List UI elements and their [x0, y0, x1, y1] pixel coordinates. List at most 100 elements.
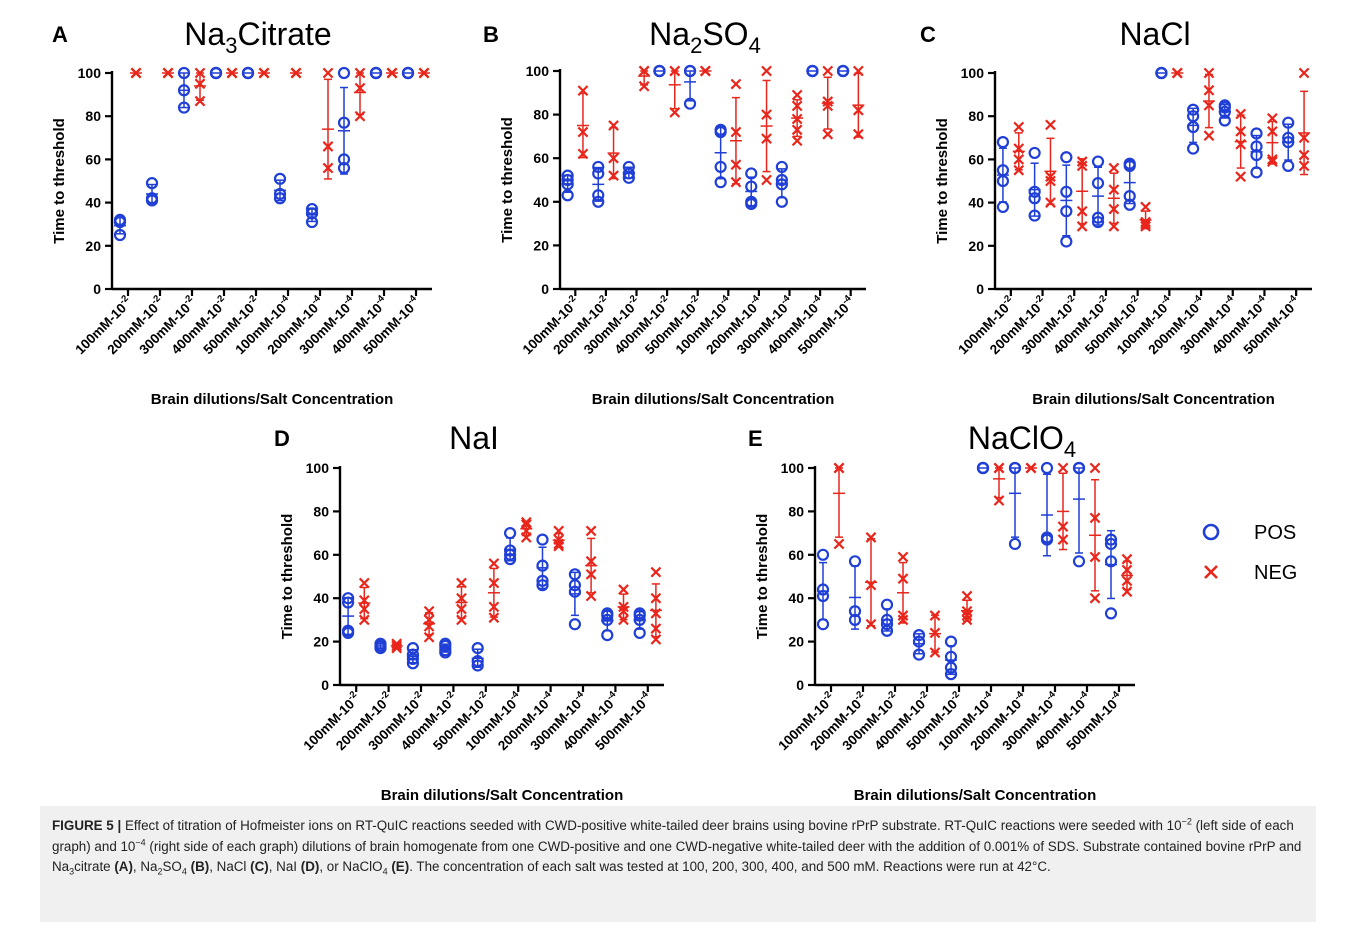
title-part: SO — [702, 16, 748, 52]
data-point-neg — [730, 176, 742, 188]
data-point-pos — [816, 618, 830, 631]
data-point-neg — [358, 603, 370, 615]
data-point-neg — [929, 647, 941, 658]
data-point-pos — [1060, 151, 1073, 164]
caption-segment: (left side of each graph) and 10 — [52, 818, 1294, 854]
data-point-neg — [577, 126, 589, 138]
data-point-pos — [439, 637, 452, 650]
data-point-neg — [1089, 551, 1101, 563]
data-point-pos — [880, 613, 894, 627]
data-point-neg — [1108, 162, 1120, 174]
data-point-neg — [608, 152, 619, 164]
data-point-neg — [488, 612, 500, 624]
panel-letter: B — [483, 22, 499, 47]
data-point-pos — [848, 605, 862, 618]
title-part: Na — [649, 16, 690, 52]
data-point-neg — [358, 594, 370, 606]
y-tick-label: 20 — [968, 238, 984, 254]
data-point-neg — [761, 65, 772, 77]
data-point-pos — [305, 215, 319, 229]
data-point-pos — [745, 180, 758, 193]
data-point-neg — [1121, 575, 1133, 587]
data-point-neg — [833, 462, 845, 474]
data-point-neg — [1013, 164, 1025, 176]
data-point-pos — [145, 177, 159, 190]
data-point-neg — [669, 107, 681, 118]
data-point-neg — [961, 605, 973, 617]
caption-segment: SO — [162, 859, 182, 874]
data-point-pos — [653, 64, 666, 78]
caption-segment: , or NaClO — [319, 859, 383, 874]
x-axis-label: Brain dilutions/Salt Concentration — [151, 391, 394, 408]
data-point-pos — [1123, 190, 1136, 203]
caption-segment: , NaI — [268, 859, 301, 874]
data-point-pos — [561, 173, 574, 187]
data-point-pos — [1187, 110, 1200, 123]
data-point-pos — [944, 635, 958, 648]
data-point-pos — [1218, 99, 1231, 112]
data-point-pos — [622, 167, 635, 180]
data-point-neg — [585, 590, 597, 602]
data-point-neg — [226, 67, 238, 79]
data-point-neg — [791, 100, 803, 112]
data-point-neg — [650, 623, 662, 634]
data-point-neg — [852, 104, 864, 116]
data-point-neg — [456, 614, 467, 626]
data-point-pos — [568, 618, 582, 631]
data-point-pos — [1104, 607, 1118, 620]
data-point-neg — [162, 67, 174, 79]
data-point-neg — [1025, 462, 1037, 474]
legend-marker-pos — [1202, 523, 1220, 541]
data-point-pos — [536, 559, 549, 572]
y-tick-label: 20 — [313, 634, 329, 650]
data-point-neg — [391, 642, 403, 654]
data-point-neg — [423, 631, 435, 643]
title-part: NaI — [449, 420, 499, 456]
data-point-neg — [1203, 84, 1215, 96]
data-point-pos — [177, 66, 191, 80]
data-point-pos — [1123, 157, 1136, 170]
panel-title: NaCl — [1119, 16, 1190, 52]
data-point-neg — [1298, 149, 1310, 161]
data-point-neg — [585, 568, 597, 580]
y-tick-label: 80 — [85, 108, 101, 124]
y-tick-label: 60 — [85, 151, 101, 167]
panel-a: A Na3Citrate 0 20 40 60 80 100 Time to threshold… — [51, 16, 432, 408]
data-point-neg — [194, 67, 206, 79]
data-point-pos — [536, 533, 549, 546]
data-point-pos — [714, 123, 727, 136]
data-point-neg — [961, 614, 973, 626]
data-point-neg — [1089, 462, 1101, 474]
data-point-neg — [577, 85, 589, 96]
data-point-pos — [775, 160, 788, 174]
data-point-neg — [961, 610, 973, 621]
panel-title: Na3Citrate — [184, 16, 331, 58]
data-point-neg — [833, 538, 845, 550]
data-point-pos — [536, 579, 549, 592]
data-point-neg — [1121, 564, 1133, 576]
data-point-neg — [618, 584, 629, 595]
data-point-pos — [912, 628, 926, 642]
data-point-pos — [1028, 146, 1041, 160]
data-point-pos — [601, 607, 614, 620]
data-point-neg — [1013, 154, 1025, 165]
data-point-pos — [369, 66, 383, 80]
title-subscript: 4 — [749, 33, 761, 58]
data-point-neg — [553, 525, 565, 537]
data-point-neg — [1298, 132, 1310, 144]
panel-letter: E — [748, 426, 763, 451]
y-axis-label: Time to threshold — [934, 118, 951, 244]
legend-label: NEG — [1254, 562, 1297, 584]
y-axis-label: Time to threshold — [499, 117, 516, 243]
data-point-neg — [1045, 175, 1056, 187]
y-tick-label: 0 — [541, 281, 549, 297]
data-point-pos — [1040, 531, 1054, 544]
data-point-neg — [961, 590, 973, 602]
data-point-neg — [1171, 67, 1183, 79]
data-point-neg — [423, 614, 435, 626]
caption-segment: −4 — [135, 837, 146, 848]
y-tick-label: 60 — [788, 547, 804, 563]
data-point-pos — [406, 657, 419, 670]
y-tick-label: 0 — [93, 281, 101, 297]
panel-letter: A — [52, 22, 68, 47]
